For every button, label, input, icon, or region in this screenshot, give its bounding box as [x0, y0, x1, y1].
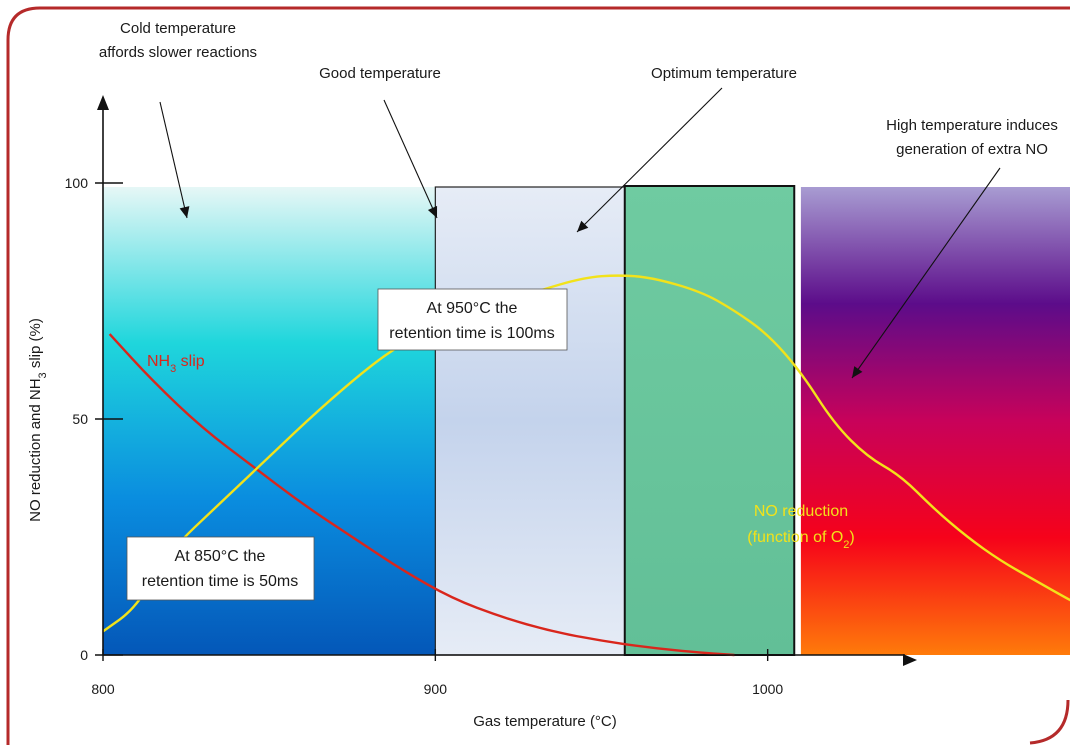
- no-reduction-function-label: (function of O2): [747, 529, 855, 551]
- zone-label-high: High temperature induces: [886, 117, 1058, 134]
- ticks: 80090010001100050100: [65, 175, 784, 697]
- annotation-boxes: At 850°C the retention time is 50ms At 950…: [126, 288, 568, 601]
- border-frame-right: [1029, 699, 1070, 745]
- annotation-text: retention time is 100ms: [389, 325, 554, 342]
- series-line-0: [108, 333, 735, 657]
- x-tick-label: 1000: [752, 681, 783, 697]
- zone-label-good: Good temperature: [319, 65, 441, 82]
- zone-high: [800, 187, 1070, 655]
- zone-good: [434, 186, 626, 656]
- no-reduction-label: NO reduction: [754, 503, 848, 520]
- y-tick-label: 50: [72, 411, 88, 427]
- zone-pointer-optimum: [576, 87, 723, 233]
- zone-pointer-cold: [159, 101, 188, 219]
- series-line-1: [102, 274, 1070, 633]
- series-lines: [102, 274, 1070, 657]
- zone-label-cold: affords slower reactions: [99, 44, 257, 61]
- zone-pointer-high: [851, 167, 1001, 379]
- zone-labels: Cold temperature affords slower reactions…: [99, 20, 1058, 379]
- y-axis-title: NO reduction and NH3 slip (%): [27, 318, 49, 522]
- zone-pointer-head-cold: [179, 206, 190, 218]
- zone-pointer-good: [383, 99, 438, 219]
- zone-label-cold: Cold temperature: [120, 20, 236, 37]
- zone-optimum: [623, 185, 796, 656]
- annotation-box-box-950: [377, 288, 568, 351]
- x-axis-arrow: [903, 654, 917, 666]
- zone-pointer-head-high: [852, 366, 863, 378]
- annotation-box-box-850: [126, 536, 315, 601]
- zone-label-high: generation of extra NO: [896, 141, 1048, 158]
- zone-label-optimum: Optimum temperature: [651, 65, 797, 82]
- border-frame: [6, 6, 1070, 745]
- nh3-slip-label: NH3 slip: [147, 353, 205, 375]
- x-tick-label: 800: [91, 681, 115, 697]
- annotation-text: retention time is 50ms: [142, 573, 299, 590]
- y-axis-arrow: [97, 95, 109, 110]
- axes: [97, 95, 917, 666]
- y-tick-label: 0: [80, 647, 88, 663]
- zone-pointer-head-good: [427, 205, 438, 218]
- x-axis-title: Gas temperature (°C): [473, 713, 617, 730]
- x-tick-label: 900: [424, 681, 448, 697]
- y-tick-label: 100: [65, 175, 89, 191]
- annotation-text: At 850°C the: [175, 548, 266, 565]
- zone-pointer-head-optimum: [577, 220, 589, 232]
- annotation-text: At 950°C the: [427, 300, 518, 317]
